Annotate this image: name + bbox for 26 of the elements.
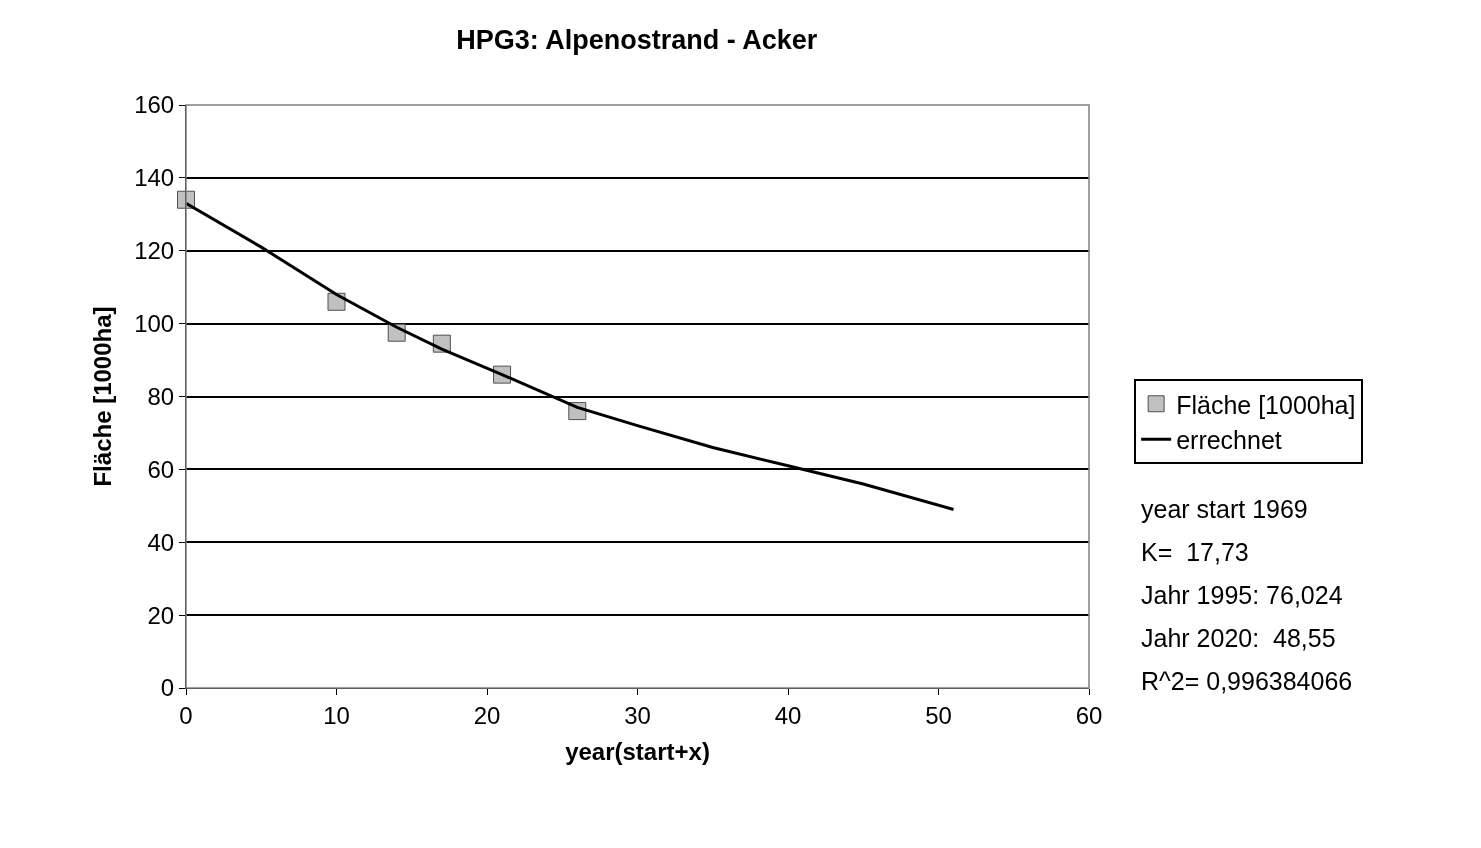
- chart-title: HPG3: Alpenostrand - Acker: [456, 24, 818, 55]
- y-tick-label: 0: [160, 674, 175, 702]
- x-tick-label: 40: [774, 701, 802, 729]
- y-tick-label: 160: [134, 91, 175, 119]
- y-tick-label: 60: [147, 455, 175, 483]
- legend-label: Fläche [1000ha]: [1176, 390, 1356, 419]
- y-tick-label: 100: [134, 310, 175, 338]
- y-tick-label: 40: [147, 528, 175, 556]
- x-tick-label: 20: [473, 701, 501, 729]
- y-tick-label: 120: [134, 237, 175, 265]
- y-tick-label: 20: [147, 601, 175, 629]
- x-tick-label: 50: [925, 701, 952, 729]
- y-axis-title: Fläche [1000ha]: [89, 306, 117, 487]
- y-tick-label: 80: [147, 382, 175, 410]
- x-tick-label: 0: [179, 701, 193, 729]
- y-tick-label: 140: [134, 164, 175, 192]
- text: Jahr 2020: 48,55: [1141, 624, 1336, 652]
- legend-label: errechnet: [1176, 426, 1282, 455]
- text: Jahr 1995: 76,024: [1141, 581, 1343, 609]
- x-tick-label: 30: [624, 701, 651, 729]
- x-tick-label: 10: [323, 701, 350, 729]
- x-axis-title: year(start+x): [565, 738, 710, 766]
- text: K= 17,73: [1141, 538, 1249, 566]
- x-tick-label: 60: [1075, 701, 1103, 729]
- text: year start 1969: [1141, 495, 1308, 523]
- text: R^2= 0,996384066: [1141, 667, 1353, 695]
